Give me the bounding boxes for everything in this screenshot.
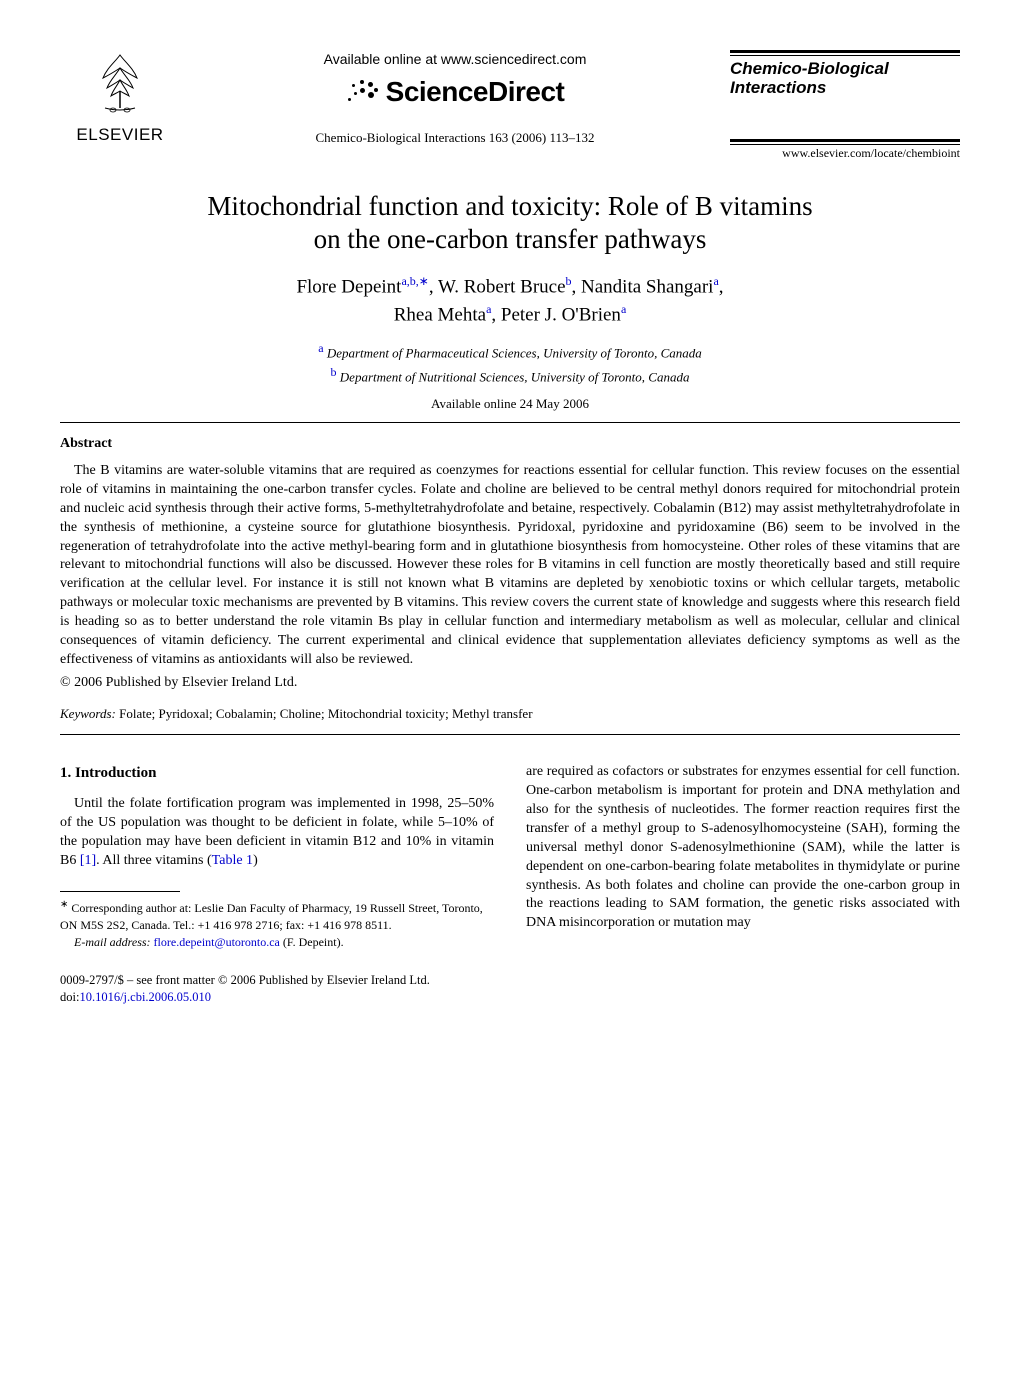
journal-url[interactable]: www.elsevier.com/locate/chembioint (730, 145, 960, 161)
journal-name-line1: Chemico-Biological (730, 59, 889, 78)
journal-name: Chemico-Biological Interactions (730, 60, 960, 97)
sciencedirect-word: ScienceDirect (386, 73, 565, 111)
journal-header: ELSEVIER Available online at www.science… (60, 50, 960, 162)
email-tail: (F. Depeint). (280, 935, 344, 949)
email-link[interactable]: flore.depeint@utoronto.ca (154, 935, 280, 949)
keywords-label: Keywords: (60, 706, 116, 721)
rule-above-abstract (60, 422, 960, 423)
footnotes: ∗ Corresponding author at: Leslie Dan Fa… (60, 898, 494, 950)
publisher-name: ELSEVIER (60, 124, 180, 147)
corr-text: Corresponding author at: Leslie Dan Facu… (60, 901, 483, 932)
doi-label: doi: (60, 990, 79, 1004)
tree-icon (85, 50, 155, 120)
title-line2: on the one-carbon transfer pathways (314, 224, 707, 254)
keywords-text: Folate; Pyridoxal; Cobalamin; Choline; M… (116, 706, 533, 721)
intro-text-2: . All three vitamins ( (96, 853, 211, 868)
journal-brand-block: Chemico-Biological Interactions www.else… (730, 50, 960, 162)
available-date: Available online 24 May 2006 (60, 395, 960, 413)
affiliations: a Department of Pharmaceutical Sciences,… (60, 339, 960, 387)
abstract-text: The B vitamins are water-soluble vitamin… (60, 462, 960, 670)
author-1-aff: a,b, (401, 274, 418, 288)
available-online-text: Available online at www.sciencedirect.co… (180, 50, 730, 69)
journal-name-line2: Interactions (730, 78, 826, 97)
ref-1-link[interactable]: [1] (80, 853, 96, 868)
corr-star: ∗ (419, 274, 429, 288)
sciencedirect-logo: ScienceDirect (180, 73, 730, 111)
table-1-link[interactable]: Table 1 (212, 853, 253, 868)
section-1-heading: 1. Introduction (60, 763, 494, 783)
front-matter-block: 0009-2797/$ – see front matter © 2006 Pu… (60, 972, 960, 1006)
abstract-body: The B vitamins are water-soluble vitamin… (60, 462, 960, 693)
rule-thin (730, 55, 960, 56)
right-para: are required as cofactors or substrates … (526, 763, 960, 933)
intro-text-3: ) (253, 853, 258, 868)
authors: Flore Depeinta,b,∗, W. Robert Bruceb, Na… (60, 273, 960, 329)
author-5-aff: a (621, 302, 626, 316)
front-matter-line: 0009-2797/$ – see front matter © 2006 Pu… (60, 972, 960, 989)
abstract-heading: Abstract (60, 435, 960, 454)
citation-line: Chemico-Biological Interactions 163 (200… (180, 129, 730, 147)
doi-link[interactable]: 10.1016/j.cbi.2006.05.010 (79, 990, 211, 1004)
rule-thick (730, 50, 960, 53)
body-columns: 1. Introduction Until the folate fortifi… (60, 763, 960, 950)
sep-2: , Nandita Shangari (572, 276, 714, 297)
center-header: Available online at www.sciencedirect.co… (180, 50, 730, 146)
email-line: E-mail address: flore.depeint@utoronto.c… (60, 934, 494, 951)
rule-below-keywords (60, 734, 960, 735)
sep-1: , W. Robert Bruce (429, 276, 566, 297)
title-line1: Mitochondrial function and toxicity: Rol… (207, 191, 812, 221)
sep-3: , (719, 276, 724, 297)
aff-a: Department of Pharmaceutical Sciences, U… (324, 345, 702, 360)
publisher-logo-block: ELSEVIER (60, 50, 180, 147)
footnote-rule (60, 891, 180, 892)
article-title: Mitochondrial function and toxicity: Rol… (60, 190, 960, 258)
email-label: E-mail address: (74, 935, 151, 949)
copyright-line: © 2006 Published by Elsevier Ireland Ltd… (60, 674, 960, 693)
corresponding-author-note: ∗ Corresponding author at: Leslie Dan Fa… (60, 898, 494, 934)
sep-4: , Peter J. O'Brien (491, 304, 621, 325)
burst-icon (346, 78, 380, 106)
rule-thick-2 (730, 139, 960, 142)
intro-para: Until the folate fortification program w… (60, 795, 494, 871)
keywords-line: Keywords: Folate; Pyridoxal; Cobalamin; … (60, 705, 960, 723)
right-column: are required as cofactors or substrates … (526, 763, 960, 950)
author-4: Rhea Mehta (394, 304, 486, 325)
left-column: 1. Introduction Until the folate fortifi… (60, 763, 494, 950)
elsevier-tree-icon (85, 50, 155, 120)
aff-b: Department of Nutritional Sciences, Univ… (337, 369, 690, 384)
doi-line: doi:10.1016/j.cbi.2006.05.010 (60, 989, 960, 1006)
author-1: Flore Depeint (296, 276, 401, 297)
